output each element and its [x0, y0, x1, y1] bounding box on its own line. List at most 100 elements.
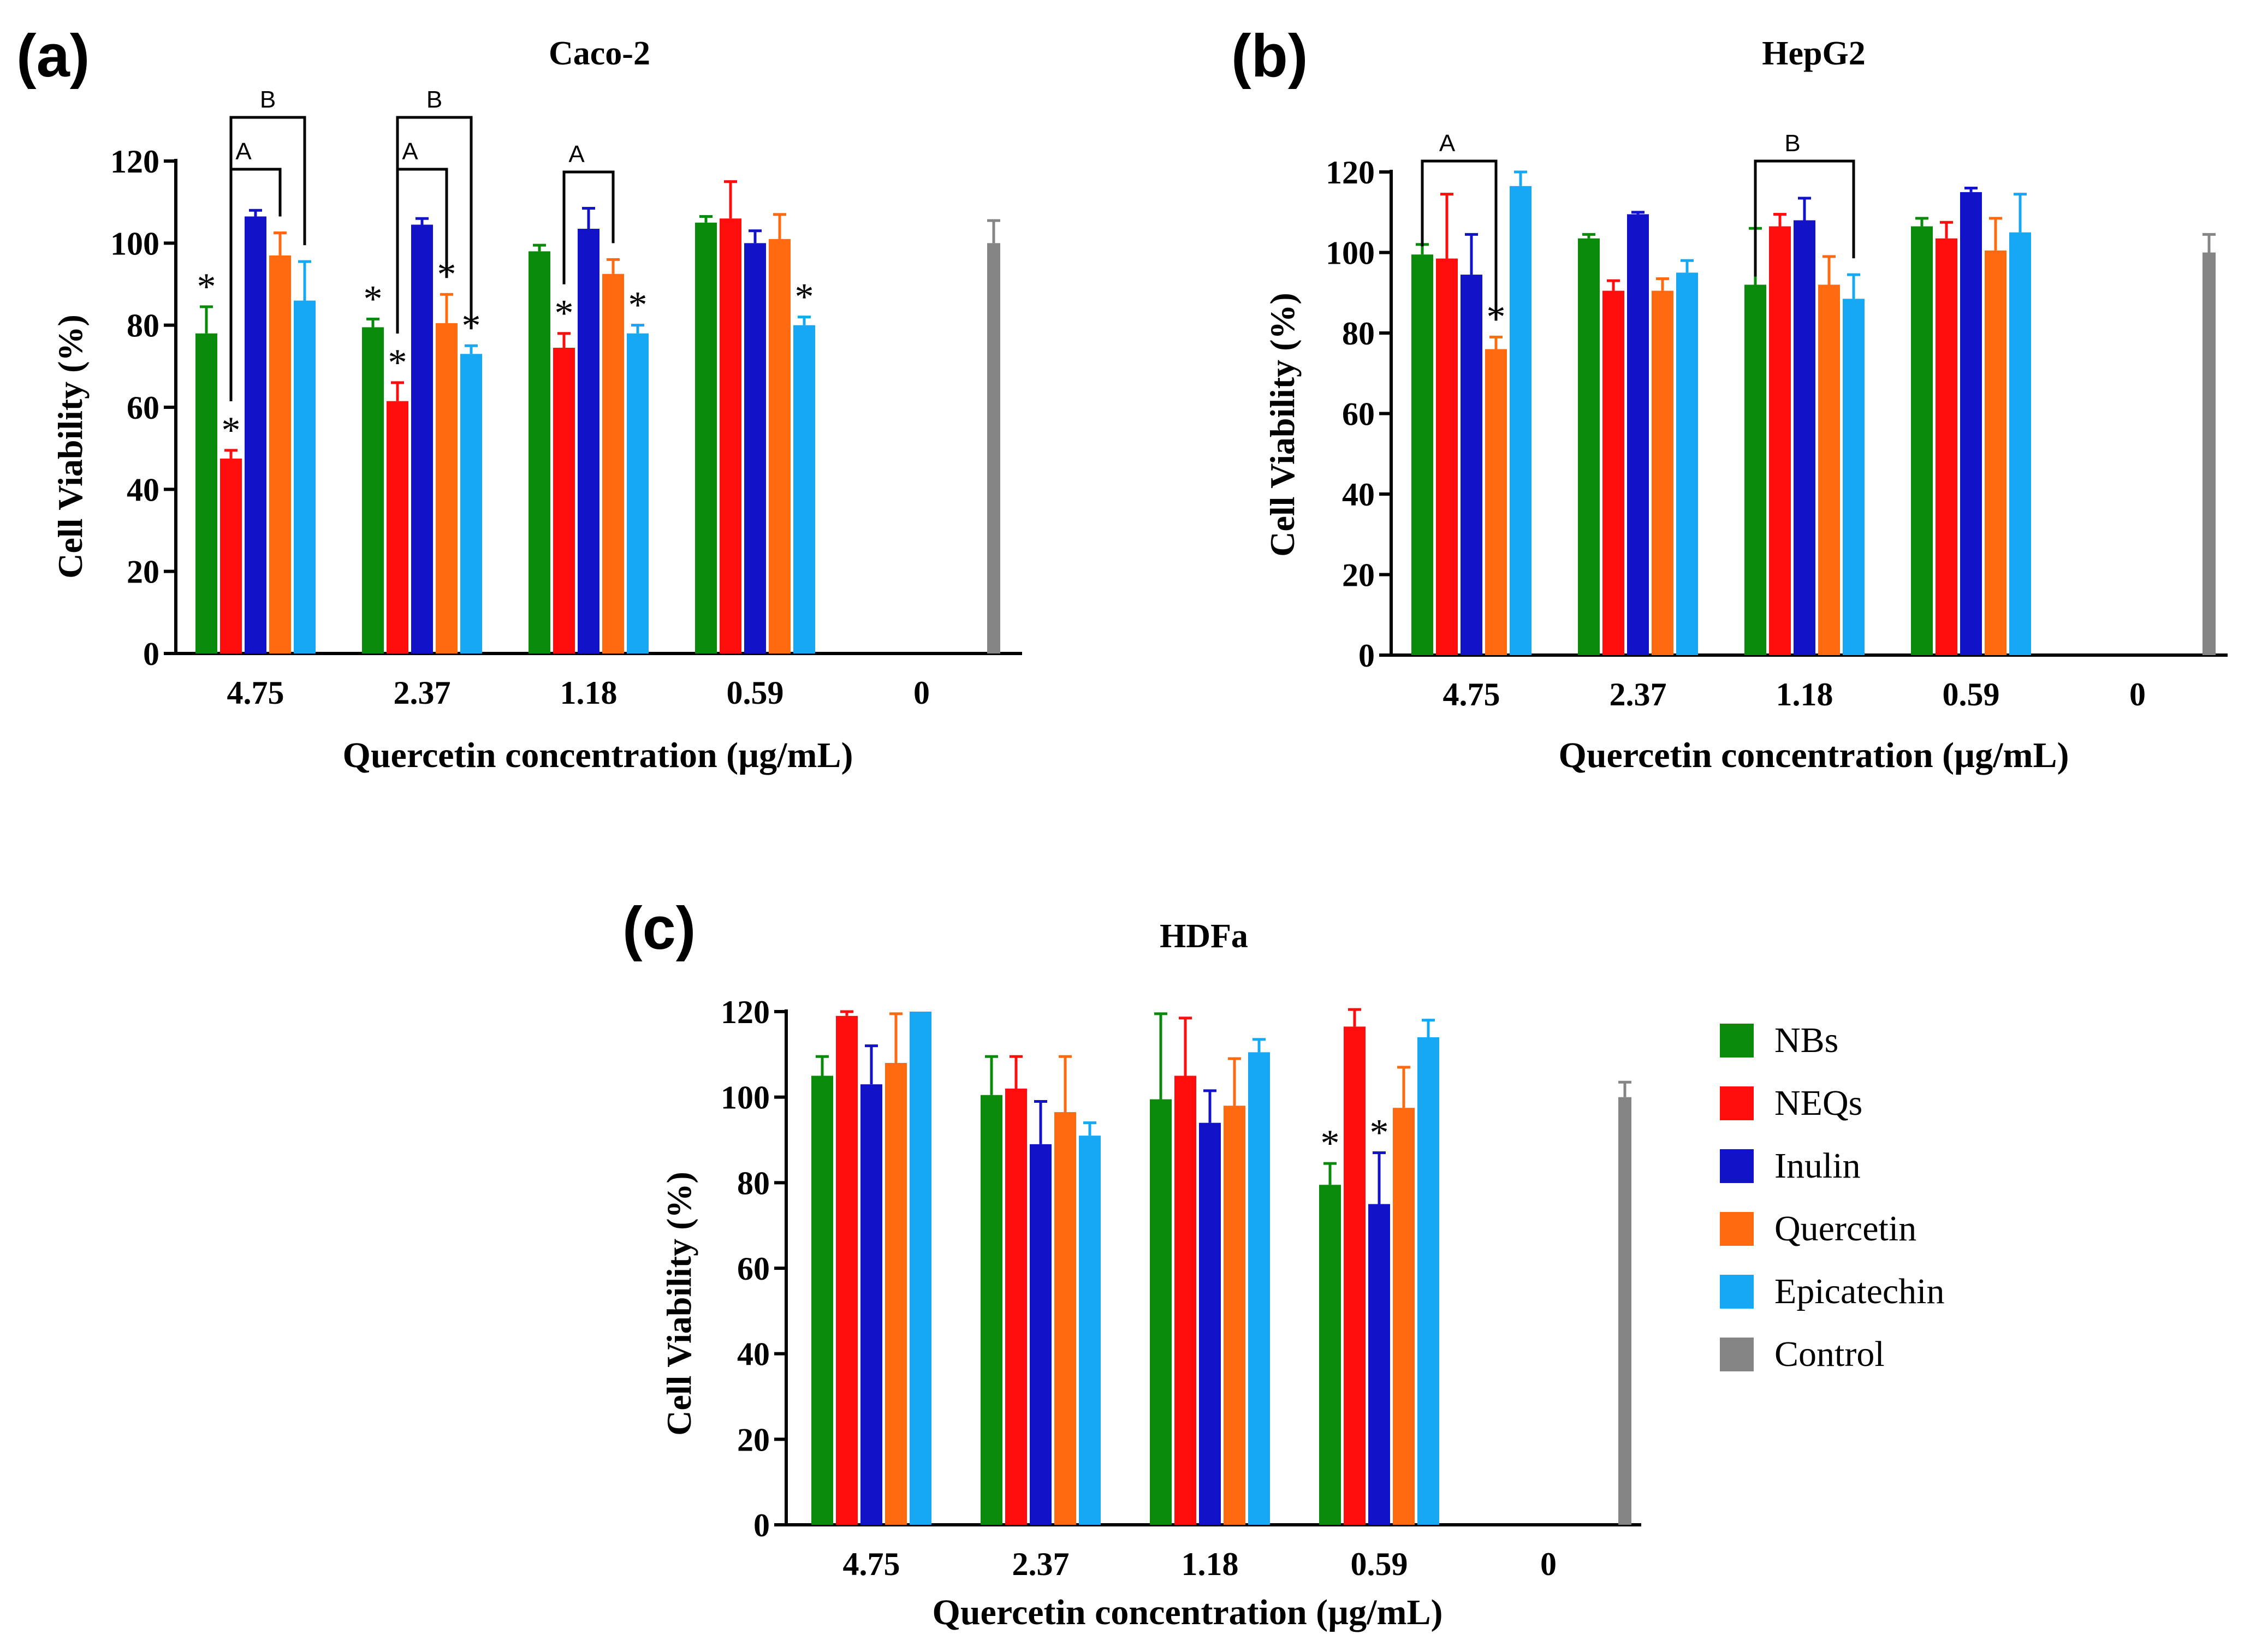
panel-c-plot-area: * *: [774, 1008, 1641, 1526]
bar: [2009, 232, 2031, 655]
panel-a-y-axis-label: Cell Viability (%): [51, 314, 90, 579]
significance-star: *: [1370, 1112, 1389, 1154]
bar: [1485, 349, 1507, 655]
legend-label-control: Control: [1774, 1334, 1885, 1374]
bar: [1794, 220, 1815, 655]
panel-a-x-ticks: 4.75 2.37 1.18 0.59 0: [227, 675, 930, 711]
bracket-label: B: [426, 86, 442, 113]
bar: [1224, 1106, 1245, 1525]
panel-a-bracket-labels: A B A B A: [235, 86, 585, 168]
y-tick-label: 120: [1326, 154, 1375, 191]
y-tick-label: 100: [721, 1080, 770, 1116]
bar: [1936, 238, 1957, 655]
y-tick-label: 40: [1342, 477, 1375, 513]
bar: [1368, 1204, 1390, 1525]
bar: [811, 1075, 833, 1525]
x-tick-label: 0: [913, 675, 930, 711]
bar: [885, 1063, 907, 1525]
bar: [1199, 1122, 1221, 1525]
bar: [1627, 214, 1649, 655]
bar: [1411, 254, 1433, 655]
bar: [195, 333, 217, 653]
panel-a-plot-area: * ****** * *: [164, 116, 1022, 655]
bracket-label: B: [1784, 130, 1800, 157]
bar: [627, 333, 649, 653]
bar: [1602, 290, 1624, 655]
bar: [245, 216, 266, 654]
panel-b-hepg2: (b) HepG2 Cell Viability (%) Quercetin c…: [1231, 22, 2228, 775]
significance-bracket: [562, 170, 615, 284]
bar: [220, 458, 242, 653]
bar: [1436, 258, 1458, 655]
bar: [836, 1015, 858, 1525]
y-tick-label: 100: [1326, 235, 1375, 271]
bar: [529, 251, 550, 653]
panel-c-x-axis-label: Quercetin concentration (µg/mL): [933, 1592, 1443, 1632]
y-tick-label: 0: [143, 636, 159, 672]
bar: [1510, 186, 1531, 655]
panel-b-label: (b): [1231, 22, 1308, 90]
bar: [460, 354, 482, 653]
bar: [1150, 1099, 1172, 1525]
y-tick-label: 100: [110, 225, 159, 262]
panel-a-title: Caco-2: [549, 35, 650, 72]
significance-star: *: [222, 409, 241, 451]
bar: [860, 1084, 882, 1525]
bracket-label: A: [402, 138, 418, 165]
bar: [578, 229, 599, 653]
significance-star: *: [388, 342, 407, 384]
legend-label-nbs: NBs: [1774, 1020, 1838, 1060]
panel-a-caco2: (a) Caco-2 Cell Viability (%) Quercetin …: [16, 22, 1022, 775]
y-tick-label: 20: [737, 1422, 770, 1458]
bar: [387, 401, 408, 653]
bracket-label: A: [568, 141, 585, 168]
bar: [769, 239, 791, 654]
y-tick-label: 40: [737, 1336, 770, 1372]
panel-c-hdfa: (c) HDFa Cell Viability (%) Quercetin co…: [622, 895, 1641, 1632]
bar: [1676, 272, 1698, 655]
legend-swatch-inulin: [1720, 1149, 1754, 1183]
bar: [744, 243, 766, 653]
y-tick-label: 60: [1342, 396, 1375, 432]
bar: [269, 255, 291, 654]
y-tick-label: 0: [1358, 638, 1375, 674]
panel-a-x-axis-label: Quercetin concentration (µg/mL): [343, 735, 853, 775]
panel-c-y-axis-label: Cell Viability (%): [660, 1172, 698, 1436]
bar-control: [987, 243, 1000, 653]
bar: [1248, 1052, 1270, 1525]
bar: [1417, 1037, 1439, 1525]
bar: [1079, 1136, 1101, 1525]
significance-star: *: [628, 284, 648, 326]
panel-c-y-ticks: 0 20 40 60 80 100 120: [721, 994, 770, 1543]
legend: NBs NEQs Inulin Quercetin Epicatechin Co…: [1720, 1020, 1945, 1374]
bar: [411, 224, 433, 654]
legend-swatch-quercetin: [1720, 1212, 1754, 1246]
legend-label-neqs: NEQs: [1774, 1083, 1862, 1123]
bar: [294, 300, 316, 653]
bar: [362, 327, 384, 653]
panel-a-y-ticks: 0 20 40 60 80 100 120: [110, 144, 159, 672]
bar: [602, 274, 624, 653]
x-tick-label: 0.59: [1943, 676, 2000, 712]
y-tick-label: 0: [753, 1507, 770, 1543]
panel-b-y-ticks: 0 20 40 60 80 100 120: [1326, 154, 1375, 674]
significance-bracket: [1754, 159, 1855, 277]
significance-star: *: [1321, 1122, 1340, 1164]
bar-control: [2203, 252, 2216, 655]
panel-c-x-ticks: 4.75 2.37 1.18 0.59 0: [843, 1546, 1557, 1582]
x-tick-label: 4.75: [843, 1546, 900, 1582]
x-tick-label: 1.18: [560, 675, 618, 711]
y-tick-label: 40: [127, 472, 159, 508]
panel-c-title: HDFa: [1160, 918, 1248, 955]
significance-star: *: [364, 278, 383, 320]
legend-swatch-epicatechin: [1720, 1275, 1754, 1309]
panel-a-label: (a): [16, 22, 90, 90]
bracket-label: A: [1439, 130, 1456, 157]
y-tick-label: 80: [127, 308, 159, 344]
x-tick-label: 0: [2129, 676, 2146, 712]
x-tick-label: 1.18: [1776, 676, 1833, 712]
x-tick-label: 0.59: [727, 675, 784, 711]
bar: [981, 1095, 1002, 1525]
bar: [1319, 1185, 1341, 1525]
